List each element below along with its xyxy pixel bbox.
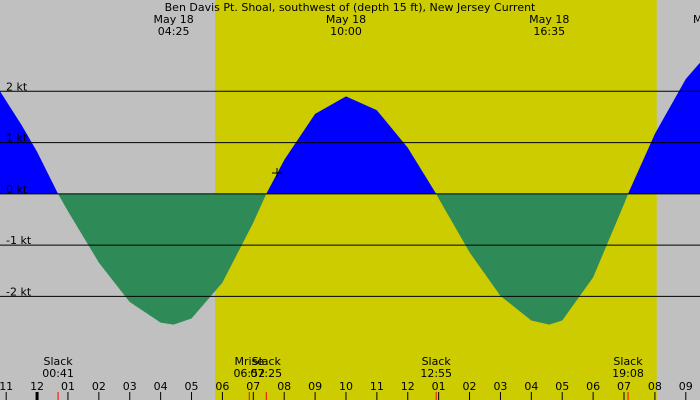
event-label: Slack (252, 355, 282, 368)
x-tick-label: 12 (401, 380, 415, 393)
x-tick-label: 08 (648, 380, 662, 393)
x-tick-label: 01 (61, 380, 75, 393)
event-date: May 18 (326, 13, 366, 26)
x-tick-label: 08 (277, 380, 291, 393)
x-tick-label: 03 (493, 380, 507, 393)
event-time: 04:25 (158, 25, 190, 38)
y-tick-label: 2 kt (6, 80, 28, 93)
x-tick-label: 12 (30, 380, 44, 393)
x-tick-label: 01 (432, 380, 446, 393)
flood-area (628, 62, 700, 194)
cursor (272, 168, 282, 178)
event-time: 00:41 (42, 367, 74, 380)
y-tick-label: 0 kt (6, 183, 28, 196)
x-tick-label: 07 (617, 380, 631, 393)
event-date: May 18 (153, 13, 193, 26)
x-tick-label: 09 (308, 380, 322, 393)
ebb-area (436, 193, 629, 325)
y-tick-label: -2 kt (6, 285, 32, 298)
y-tick-label: -1 kt (6, 234, 32, 247)
x-tick-label: 10 (339, 380, 353, 393)
x-tick-label: 02 (463, 380, 477, 393)
x-tick-label: 07 (246, 380, 260, 393)
flood-area (266, 96, 437, 194)
event-time: 19:08 (612, 367, 644, 380)
event-label: Slack (43, 355, 73, 368)
x-tick-label: 05 (185, 380, 199, 393)
event-time: 12:55 (420, 367, 452, 380)
event-label: Slack (613, 355, 643, 368)
x-tick-label: 03 (123, 380, 137, 393)
x-tick-label: 06 (215, 380, 229, 393)
event-time: 10:00 (330, 25, 362, 38)
event-date: May 18 (529, 13, 569, 26)
x-tick-label: 05 (555, 380, 569, 393)
event-label: Slack (422, 355, 452, 368)
x-tick-label: 09 (679, 380, 693, 393)
x-tick-label: 02 (92, 380, 106, 393)
event-time: 06:52 (233, 367, 265, 380)
x-tick-label: 04 (524, 380, 538, 393)
top-partial-label: M (693, 13, 700, 26)
x-tick-label: 11 (370, 380, 384, 393)
y-tick-label: 1 kt (6, 132, 28, 145)
event-time: 07:25 (250, 367, 282, 380)
chart-title: Ben Davis Pt. Shoal, southwest of (depth… (165, 1, 536, 14)
event-time: 16:35 (533, 25, 565, 38)
x-tick-label: 06 (586, 380, 600, 393)
event-label: Mrise (235, 355, 265, 368)
x-tick-label: 04 (154, 380, 168, 393)
x-tick-label: 11 (0, 380, 13, 393)
ebb-area (58, 193, 267, 325)
